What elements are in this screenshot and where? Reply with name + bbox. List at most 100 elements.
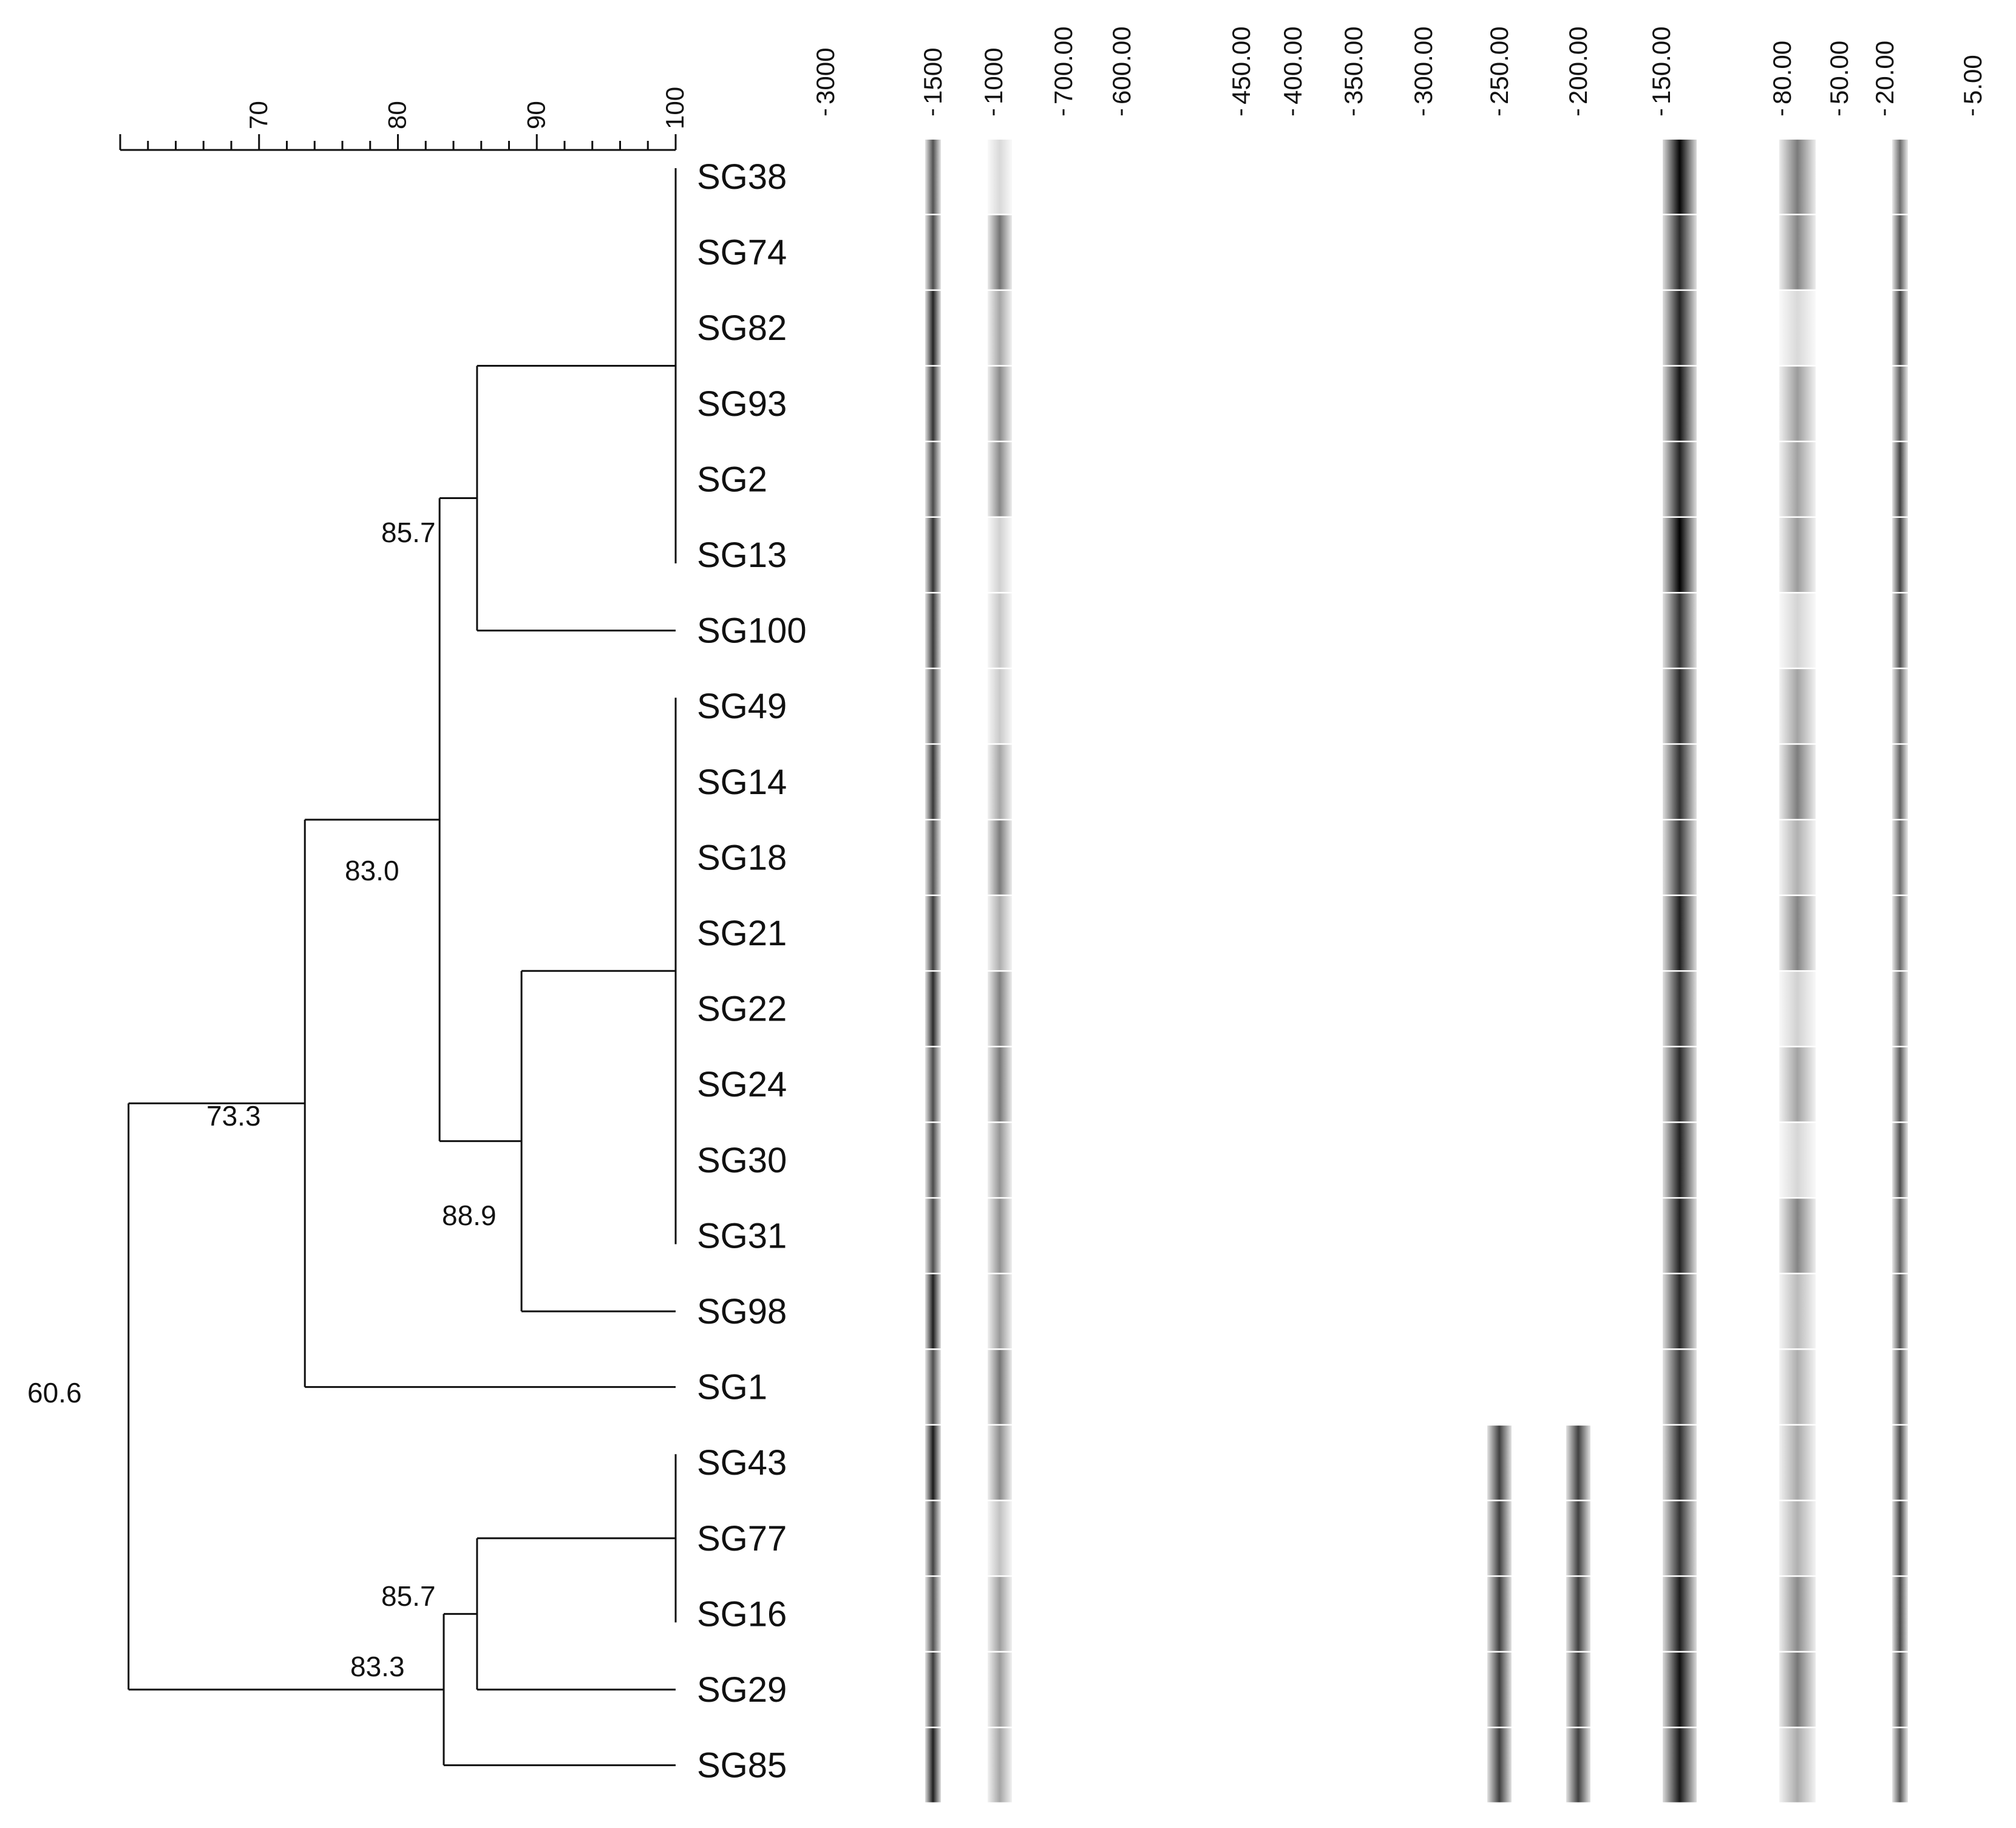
gel-band: [1892, 1047, 1908, 1122]
gel-band: [1487, 1501, 1512, 1575]
gel-lane: [925, 1198, 1908, 1273]
similarity-tick-label: 70: [244, 101, 273, 129]
gel-band: [925, 593, 941, 668]
gel-band: [925, 291, 941, 365]
gel-band: [1663, 1274, 1697, 1349]
size-tick-label: 1500: [918, 48, 947, 104]
gel-band: [1892, 1198, 1908, 1273]
gel-band: [1663, 1198, 1697, 1273]
gel-band: [925, 669, 941, 744]
gel-band: [1779, 291, 1816, 365]
node-similarity-label: 83.3: [350, 1651, 405, 1682]
gel-band: [1663, 442, 1697, 517]
node-similarity-label: 85.7: [381, 1580, 436, 1612]
gel-band: [925, 1728, 941, 1803]
gel-band: [1779, 1198, 1816, 1273]
gel-band: [1779, 820, 1816, 895]
node-similarity-label: 88.9: [442, 1200, 497, 1231]
size-tick-label: 5.00: [1958, 55, 1987, 104]
gel-band: [988, 291, 1012, 365]
gel-band: [925, 366, 941, 441]
size-tick-label: 200.00: [1564, 27, 1592, 104]
size-tick-label: 250.00: [1485, 27, 1513, 104]
gel-band: [925, 1652, 941, 1727]
sample-label: SG24: [697, 1065, 787, 1104]
gel-band: [988, 1123, 1012, 1197]
gel-band: [1779, 1274, 1816, 1349]
gel-band: [1779, 1728, 1816, 1803]
gel-band: [1566, 1652, 1590, 1727]
gel-band: [1779, 1350, 1816, 1424]
gel-band: [988, 669, 1012, 744]
gel-band: [925, 1198, 941, 1273]
gel-lane: [925, 593, 1908, 668]
gel-band: [1779, 442, 1816, 517]
size-tick-label: 350.00: [1339, 27, 1368, 104]
node-similarity-label: 85.7: [381, 517, 436, 548]
gel-band: [988, 366, 1012, 441]
gel-lane: [925, 291, 1908, 365]
size-tick-label: 300.00: [1409, 27, 1437, 104]
gel-band: [925, 1501, 941, 1575]
sample-label: SG18: [697, 838, 787, 877]
gel-band: [988, 517, 1012, 593]
sample-label: SG16: [697, 1594, 787, 1634]
gel-band: [1892, 971, 1908, 1046]
sample-label: SG14: [697, 763, 787, 802]
gel-band: [1566, 1425, 1590, 1500]
gel-band: [1663, 1123, 1697, 1197]
gel-band: [988, 1047, 1012, 1122]
gel-lane: [925, 744, 1908, 819]
gel-band: [1779, 669, 1816, 744]
gel-band: [988, 1350, 1012, 1424]
gel-band: [1663, 1652, 1697, 1727]
node-similarity-label: 83.0: [345, 855, 399, 886]
gel-band: [1663, 593, 1697, 668]
gel-band: [1779, 593, 1816, 668]
sample-label: SG22: [697, 990, 787, 1029]
gel-band: [1779, 1501, 1816, 1575]
gel-band: [1892, 593, 1908, 668]
gel-band: [925, 442, 941, 517]
gel-band: [988, 971, 1012, 1046]
sample-label: SG38: [697, 157, 787, 197]
sample-label: SG29: [697, 1670, 787, 1710]
gel-band: [1779, 971, 1816, 1046]
gel-lane: [925, 971, 1908, 1046]
gel-band: [1892, 1123, 1908, 1197]
gel-lane: [925, 1501, 1908, 1575]
gel-band: [1663, 139, 1697, 214]
gel-band: [988, 215, 1012, 290]
gel-lane: [925, 1425, 1908, 1500]
gel-band: [1663, 820, 1697, 895]
gel-band: [1779, 1123, 1816, 1197]
gel-band: [988, 1274, 1012, 1349]
gel-band: [988, 1501, 1012, 1575]
dendrogram-tree: [127, 168, 677, 1767]
gel-band: [1779, 1652, 1816, 1727]
gel-band: [1663, 1577, 1697, 1651]
gel-band: [988, 1728, 1012, 1803]
node-similarity-label: 73.3: [206, 1100, 261, 1132]
size-tick-label: 50.00: [1825, 41, 1853, 104]
gel-lane: [925, 1047, 1908, 1122]
similarity-tick-label: 80: [383, 101, 412, 129]
gel-band: [1663, 291, 1697, 365]
gel-lane: [925, 895, 1908, 971]
gel-lane: [925, 366, 1908, 441]
gel-lane: [925, 1350, 1908, 1424]
gel-band: [1892, 1501, 1908, 1575]
gel-band: [1892, 1350, 1908, 1424]
gel-band: [1663, 971, 1697, 1046]
gel-band: [1566, 1577, 1590, 1651]
similarity-tick-label: 90: [521, 101, 550, 129]
gel-band: [1779, 366, 1816, 441]
gel-band: [1487, 1728, 1512, 1803]
node-similarity-labels: 60.6 73.3 83.0 85.7 88.9 83.3 85.7: [27, 517, 497, 1682]
gel-band: [925, 215, 941, 290]
sample-label: SG82: [697, 308, 787, 348]
size-tick-label: 80.00: [1768, 41, 1796, 104]
gel-band: [1663, 744, 1697, 819]
gel-band: [925, 517, 941, 593]
gel-band: [988, 744, 1012, 819]
